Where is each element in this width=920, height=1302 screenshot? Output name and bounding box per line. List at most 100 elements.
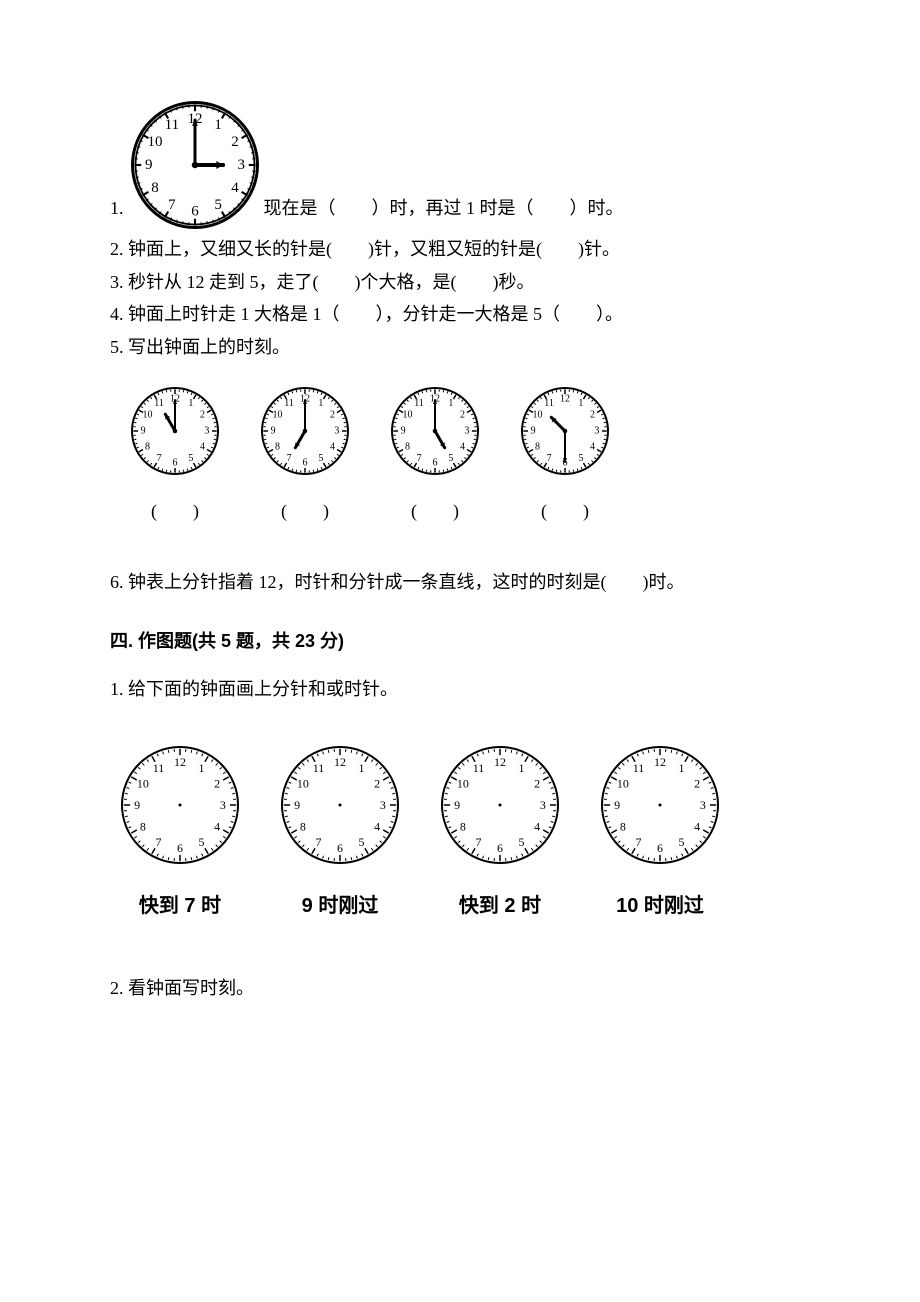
q5-clock: 123456789101112	[520, 386, 610, 476]
svg-text:7: 7	[316, 835, 322, 849]
svg-text:6: 6	[657, 841, 663, 855]
q4-text: 4. 钟面上时针走 1 大格是 1（ ），分针走一大格是 5（ ）。	[110, 299, 810, 330]
svg-text:12: 12	[560, 394, 570, 405]
q5-clock: 123456789101112	[260, 386, 350, 476]
svg-text:9: 9	[294, 798, 300, 812]
q5-clock: 123456789101112	[130, 386, 220, 476]
q5-clocks-row: 123456789101112 123456789101112 12345678…	[130, 386, 810, 476]
svg-text:10: 10	[142, 410, 152, 421]
svg-text:6: 6	[497, 841, 503, 855]
svg-text:9: 9	[614, 798, 620, 812]
svg-text:9: 9	[141, 426, 146, 437]
s4q1-clock: 123456789101112	[120, 745, 240, 865]
svg-text:3: 3	[464, 426, 469, 437]
svg-text:6: 6	[173, 458, 178, 469]
s4q2-text: 2. 看钟面写时刻。	[110, 973, 810, 1004]
s4q1-clock: 123456789101112	[280, 745, 400, 865]
svg-text:11: 11	[544, 398, 554, 409]
svg-text:5: 5	[358, 835, 364, 849]
svg-text:9: 9	[271, 426, 276, 437]
svg-text:10: 10	[617, 776, 629, 790]
svg-text:2: 2	[694, 776, 700, 790]
svg-text:10: 10	[402, 410, 412, 421]
svg-text:3: 3	[540, 798, 546, 812]
svg-text:1: 1	[198, 761, 204, 775]
svg-text:12: 12	[654, 755, 666, 769]
q5-blank: ( )	[130, 496, 220, 527]
svg-text:11: 11	[313, 761, 325, 775]
svg-text:1: 1	[214, 117, 222, 133]
q2-text: 2. 钟面上，又细又长的针是( )针，又粗又短的针是( )针。	[110, 234, 810, 265]
s4q1-label: 10 时刚过	[616, 889, 704, 923]
s4q1-text: 1. 给下面的钟面画上分针和或时针。	[110, 674, 810, 705]
svg-text:8: 8	[535, 442, 540, 453]
svg-text:8: 8	[145, 442, 150, 453]
svg-text:4: 4	[214, 819, 220, 833]
svg-text:11: 11	[153, 761, 165, 775]
svg-text:7: 7	[287, 453, 292, 464]
svg-text:4: 4	[330, 442, 335, 453]
svg-text:3: 3	[220, 798, 226, 812]
svg-text:2: 2	[590, 410, 595, 421]
svg-text:11: 11	[154, 398, 164, 409]
svg-text:8: 8	[405, 442, 410, 453]
svg-text:4: 4	[374, 819, 380, 833]
q1-clock-slot: 123456789101112	[130, 100, 260, 230]
q5-blank: ( )	[390, 496, 480, 527]
svg-text:12: 12	[174, 755, 186, 769]
svg-text:4: 4	[590, 442, 595, 453]
s4q1-label: 快到 7 时	[139, 889, 221, 923]
svg-text:7: 7	[157, 453, 162, 464]
section4-title: 四. 作图题(共 5 题，共 23 分)	[110, 626, 810, 657]
svg-text:10: 10	[532, 410, 542, 421]
svg-text:12: 12	[334, 755, 346, 769]
s4q1-clock: 123456789101112	[440, 745, 560, 865]
svg-text:2: 2	[374, 776, 380, 790]
q6-text: 6. 钟表上分针指着 12，时针和分针成一条直线，这时的时刻是( )时。	[110, 567, 810, 598]
svg-text:8: 8	[275, 442, 280, 453]
svg-text:1: 1	[678, 761, 684, 775]
svg-text:2: 2	[214, 776, 220, 790]
svg-text:11: 11	[414, 398, 424, 409]
svg-text:7: 7	[547, 453, 552, 464]
svg-text:1: 1	[448, 398, 453, 409]
svg-text:10: 10	[297, 776, 309, 790]
svg-text:8: 8	[620, 819, 626, 833]
svg-text:5: 5	[578, 453, 583, 464]
svg-text:3: 3	[380, 798, 386, 812]
q1-number: 1.	[110, 193, 124, 230]
svg-text:9: 9	[531, 426, 536, 437]
svg-text:9: 9	[454, 798, 460, 812]
svg-text:3: 3	[334, 426, 339, 437]
svg-text:2: 2	[200, 410, 205, 421]
svg-text:7: 7	[168, 197, 176, 213]
s4q1-cell: 123456789101112 10 时刚过	[600, 745, 720, 923]
svg-text:7: 7	[476, 835, 482, 849]
svg-text:4: 4	[231, 180, 239, 196]
s4q1-clock: 123456789101112	[600, 745, 720, 865]
q5-blank: ( )	[260, 496, 350, 527]
svg-text:8: 8	[460, 819, 466, 833]
svg-text:5: 5	[678, 835, 684, 849]
svg-text:9: 9	[401, 426, 406, 437]
svg-text:5: 5	[318, 453, 323, 464]
svg-text:10: 10	[272, 410, 282, 421]
svg-text:6: 6	[191, 203, 199, 219]
s4q1-clocks-row: 123456789101112 快到 7 时 123456789101112 9…	[120, 745, 810, 923]
svg-text:11: 11	[633, 761, 645, 775]
q1-text: 现在是（ ）时，再过 1 时是（ ）时。	[264, 193, 624, 230]
svg-text:5: 5	[198, 835, 204, 849]
svg-text:9: 9	[145, 157, 153, 173]
svg-text:6: 6	[177, 841, 183, 855]
svg-text:5: 5	[188, 453, 193, 464]
s4q1-label: 快到 2 时	[459, 889, 541, 923]
svg-text:10: 10	[137, 776, 149, 790]
svg-text:3: 3	[700, 798, 706, 812]
svg-text:12: 12	[494, 755, 506, 769]
svg-text:6: 6	[303, 458, 308, 469]
q5-text: 5. 写出钟面上的时刻。	[110, 332, 810, 363]
svg-text:5: 5	[518, 835, 524, 849]
svg-text:9: 9	[134, 798, 140, 812]
q3-text: 3. 秒针从 12 走到 5，走了( )个大格，是( )秒。	[110, 267, 810, 298]
svg-text:3: 3	[204, 426, 209, 437]
